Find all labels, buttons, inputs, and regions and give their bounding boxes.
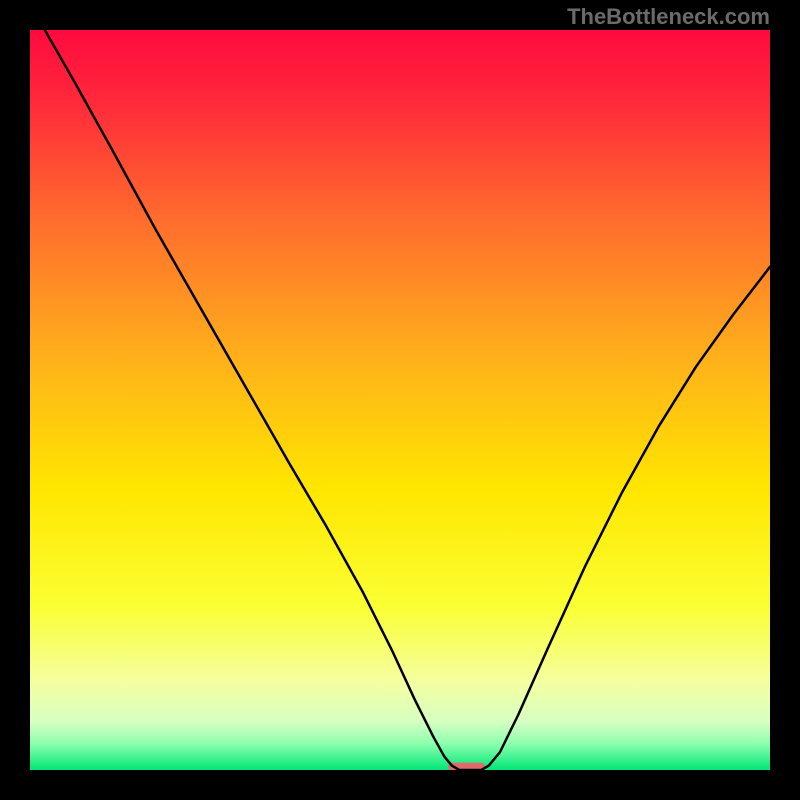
bottleneck-curve-chart: [30, 30, 770, 770]
plot-area: [30, 30, 770, 770]
watermark-text: TheBottleneck.com: [567, 4, 770, 30]
chart-frame: TheBottleneck.com: [0, 0, 800, 800]
gradient-background: [30, 30, 770, 770]
